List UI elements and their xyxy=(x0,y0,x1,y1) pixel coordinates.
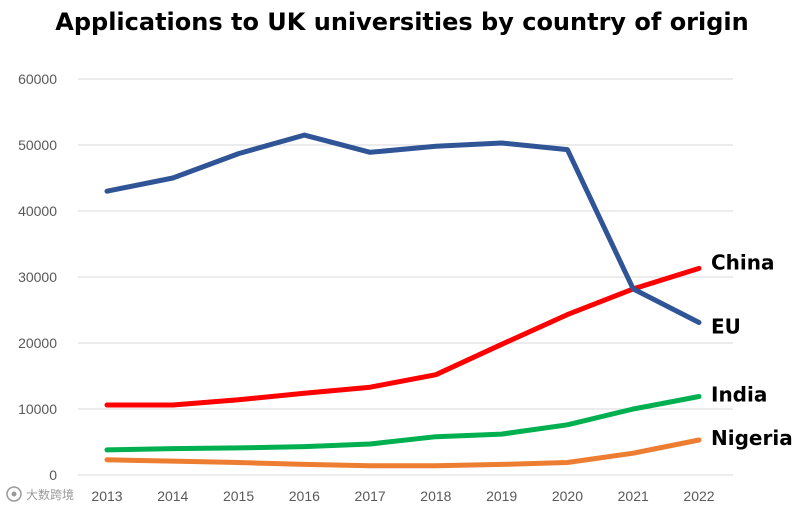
series-labels: EU China India Nigeria xyxy=(711,250,793,450)
x-axis: 2013 2014 2015 2016 2017 2018 2019 2020 2021 2022 xyxy=(91,488,714,504)
x-tick-label: 2014 xyxy=(157,488,188,504)
watermark: 大数跨境 xyxy=(6,486,74,502)
series-label-india: India xyxy=(711,382,767,406)
watermark-text: 大数跨境 xyxy=(26,487,74,502)
x-tick-label: 2019 xyxy=(486,488,517,504)
series-line-india xyxy=(104,394,702,453)
series-label-nigeria: Nigeria xyxy=(711,426,793,450)
x-tick-label: 2018 xyxy=(420,488,451,504)
y-tick-label: 50000 xyxy=(18,137,57,153)
x-tick-label: 2021 xyxy=(618,488,649,504)
y-tick-label: 20000 xyxy=(18,335,57,351)
series-label-china: China xyxy=(711,250,775,274)
y-axis: 0 10000 20000 30000 40000 50000 60000 xyxy=(18,71,57,483)
grid-layer xyxy=(78,78,733,476)
x-tick-label: 2022 xyxy=(683,488,714,504)
y-tick-label: 10000 xyxy=(18,401,57,417)
series-layer xyxy=(104,132,702,469)
x-tick-label: 2016 xyxy=(289,488,320,504)
y-tick-label: 30000 xyxy=(18,269,57,285)
chart-title: Applications to UK universities by count… xyxy=(55,8,748,36)
series-line-eu xyxy=(104,132,702,325)
x-tick-label: 2013 xyxy=(91,488,122,504)
x-tick-label: 2020 xyxy=(552,488,583,504)
y-tick-label: 0 xyxy=(49,467,57,483)
y-tick-label: 60000 xyxy=(18,71,57,87)
x-tick-label: 2017 xyxy=(355,488,386,504)
series-line-nigeria xyxy=(104,437,702,469)
x-tick-label: 2015 xyxy=(223,488,254,504)
series-line-china xyxy=(104,265,702,408)
logo-icon xyxy=(6,486,22,502)
series-label-eu: EU xyxy=(711,315,741,339)
y-tick-label: 40000 xyxy=(18,203,57,219)
